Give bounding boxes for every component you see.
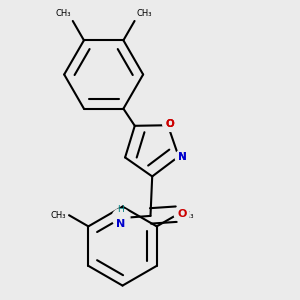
Text: CH₃: CH₃ <box>136 9 152 18</box>
Text: O: O <box>166 119 175 129</box>
Circle shape <box>112 209 130 226</box>
Circle shape <box>175 150 190 165</box>
Text: CH₃: CH₃ <box>51 211 66 220</box>
Text: O: O <box>166 119 175 129</box>
Circle shape <box>163 116 178 131</box>
Text: N: N <box>116 219 126 229</box>
Text: N: N <box>178 152 187 162</box>
Circle shape <box>174 207 189 222</box>
Text: CH₃: CH₃ <box>56 9 71 18</box>
Text: H: H <box>118 205 124 214</box>
Text: O: O <box>177 209 186 219</box>
Text: N: N <box>178 152 187 162</box>
Text: CH₃: CH₃ <box>179 211 194 220</box>
